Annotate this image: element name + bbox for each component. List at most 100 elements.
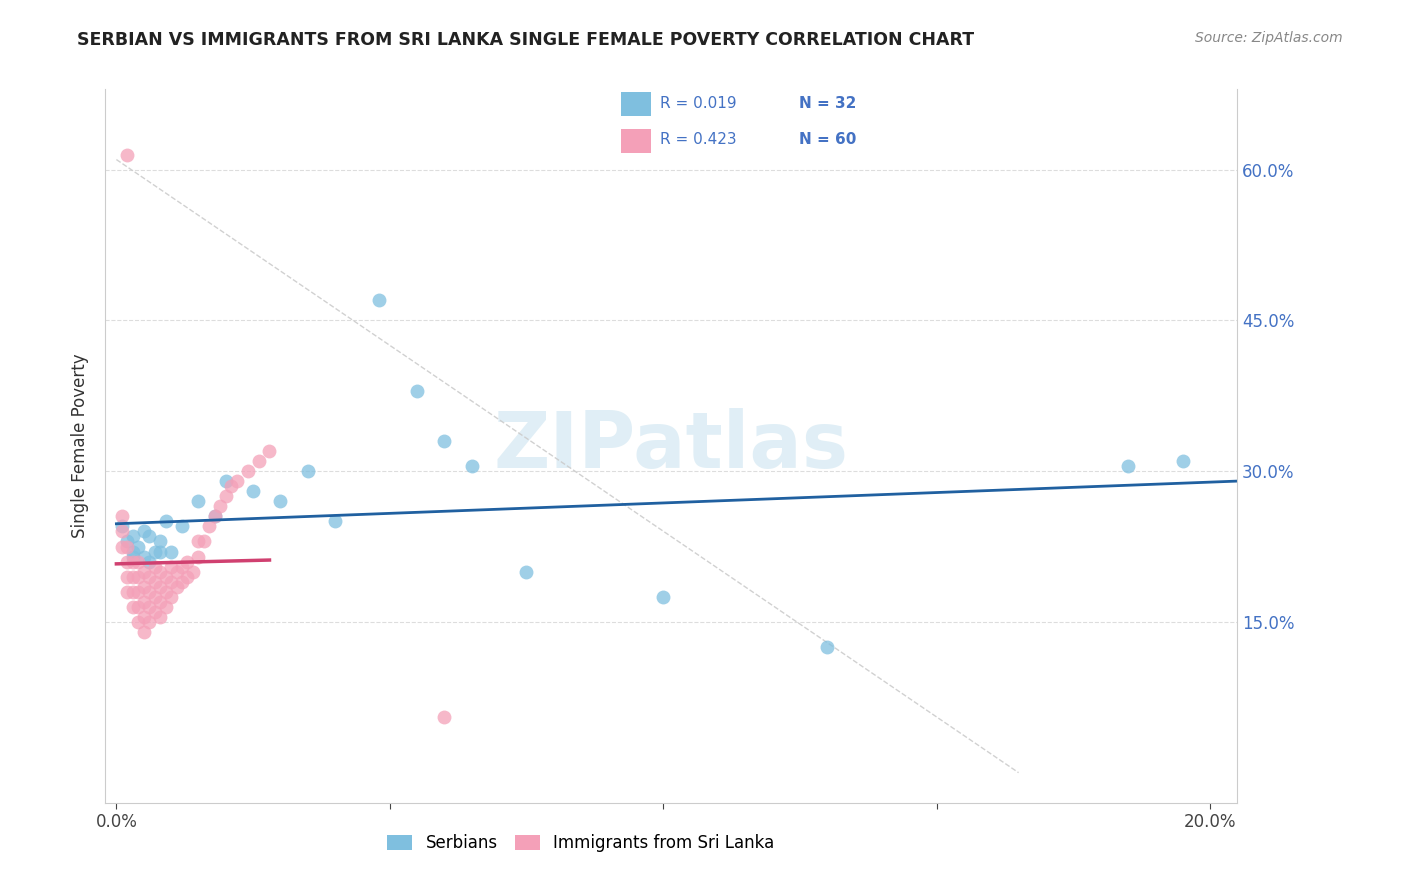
Point xyxy=(127,599,149,614)
Point xyxy=(117,555,139,569)
Point xyxy=(138,599,160,614)
Point xyxy=(127,569,149,583)
Point xyxy=(170,574,193,589)
Point xyxy=(160,559,183,574)
Point xyxy=(138,529,160,543)
Point xyxy=(242,484,264,499)
Point xyxy=(149,534,172,549)
Point xyxy=(132,610,155,624)
Point xyxy=(132,549,155,564)
Point xyxy=(297,464,319,478)
Point xyxy=(269,494,291,508)
Point xyxy=(187,494,209,508)
Point xyxy=(236,464,259,478)
Point xyxy=(433,710,456,724)
Point xyxy=(155,569,177,583)
Point xyxy=(149,610,172,624)
Point xyxy=(132,565,155,579)
Point xyxy=(181,565,204,579)
Point xyxy=(127,540,149,554)
Point xyxy=(138,555,160,569)
Point xyxy=(121,584,143,599)
Point xyxy=(138,584,160,599)
Point xyxy=(121,549,143,564)
Point xyxy=(209,500,232,514)
FancyBboxPatch shape xyxy=(620,92,651,116)
Point xyxy=(176,555,198,569)
Point xyxy=(117,584,139,599)
Point xyxy=(323,515,346,529)
Text: N = 60: N = 60 xyxy=(799,132,856,147)
Point xyxy=(149,565,172,579)
Point xyxy=(166,565,188,579)
Text: Source: ZipAtlas.com: Source: ZipAtlas.com xyxy=(1195,31,1343,45)
Point xyxy=(121,529,143,543)
Point xyxy=(1116,459,1139,474)
Point xyxy=(143,544,166,558)
Legend: Serbians, Immigrants from Sri Lanka: Serbians, Immigrants from Sri Lanka xyxy=(381,828,780,859)
Point xyxy=(187,534,209,549)
Point xyxy=(155,515,177,529)
Point xyxy=(1171,454,1194,468)
Point xyxy=(259,444,281,458)
Point xyxy=(121,569,143,583)
Point xyxy=(406,384,429,398)
Point xyxy=(204,509,226,524)
Point xyxy=(143,605,166,619)
Point xyxy=(225,474,247,488)
Point xyxy=(215,474,238,488)
Point xyxy=(143,559,166,574)
Point xyxy=(170,559,193,574)
Point xyxy=(143,574,166,589)
Point xyxy=(111,519,134,533)
Text: N = 32: N = 32 xyxy=(799,95,856,111)
Point xyxy=(127,555,149,569)
Point xyxy=(149,544,172,558)
Point xyxy=(127,615,149,629)
Point xyxy=(166,580,188,594)
Point xyxy=(367,293,389,308)
Point xyxy=(170,519,193,533)
Point xyxy=(176,569,198,583)
Point xyxy=(127,584,149,599)
Point xyxy=(111,540,134,554)
Point xyxy=(111,509,134,524)
Point xyxy=(132,595,155,609)
Point xyxy=(160,574,183,589)
Point xyxy=(433,434,456,448)
Point xyxy=(117,147,139,161)
Point xyxy=(121,544,143,558)
Point xyxy=(132,524,155,539)
Point xyxy=(160,590,183,604)
Point xyxy=(247,454,270,468)
Point xyxy=(149,580,172,594)
Point xyxy=(132,624,155,639)
FancyBboxPatch shape xyxy=(620,129,651,153)
Point xyxy=(193,534,215,549)
Point xyxy=(652,590,675,604)
Point xyxy=(461,459,484,474)
Point xyxy=(117,534,139,549)
Point xyxy=(160,544,183,558)
Text: R = 0.423: R = 0.423 xyxy=(659,132,737,147)
Text: ZIPatlas: ZIPatlas xyxy=(494,408,849,484)
Point xyxy=(187,549,209,564)
Point xyxy=(117,569,139,583)
Point xyxy=(198,519,221,533)
Text: SERBIAN VS IMMIGRANTS FROM SRI LANKA SINGLE FEMALE POVERTY CORRELATION CHART: SERBIAN VS IMMIGRANTS FROM SRI LANKA SIN… xyxy=(77,31,974,49)
Point xyxy=(121,599,143,614)
Point xyxy=(149,595,172,609)
Point xyxy=(117,540,139,554)
Text: R = 0.019: R = 0.019 xyxy=(659,95,737,111)
Point xyxy=(155,584,177,599)
Point xyxy=(132,580,155,594)
Point xyxy=(219,479,242,493)
Point xyxy=(121,555,143,569)
Point xyxy=(138,569,160,583)
Point xyxy=(215,489,238,503)
Point xyxy=(155,599,177,614)
Point xyxy=(815,640,838,654)
Point xyxy=(143,590,166,604)
Y-axis label: Single Female Poverty: Single Female Poverty xyxy=(72,354,90,538)
Point xyxy=(138,615,160,629)
